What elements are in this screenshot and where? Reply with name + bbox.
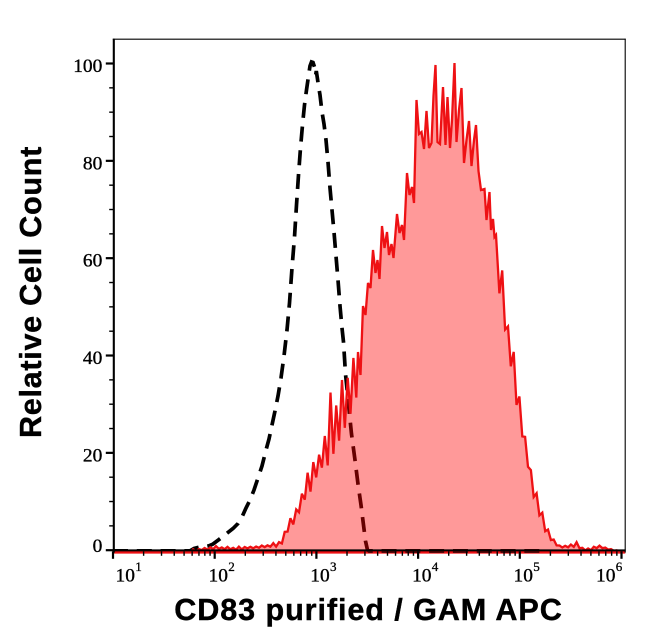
svg-text:5: 5	[533, 559, 540, 574]
svg-text:1: 1	[135, 559, 142, 574]
svg-text:10: 10	[412, 565, 431, 586]
svg-text:0: 0	[93, 536, 103, 557]
svg-text:20: 20	[83, 445, 102, 466]
svg-text:10: 10	[209, 565, 228, 586]
svg-text:2: 2	[228, 559, 235, 574]
svg-text:CD83 purified / GAM APC: CD83 purified / GAM APC	[174, 593, 562, 627]
svg-text:3: 3	[330, 559, 337, 574]
svg-text:40: 40	[83, 348, 102, 369]
svg-text:4: 4	[432, 559, 439, 574]
svg-text:60: 60	[83, 251, 102, 272]
svg-text:10: 10	[596, 565, 615, 586]
svg-text:10: 10	[514, 565, 533, 586]
svg-text:10: 10	[116, 565, 135, 586]
svg-text:6: 6	[616, 559, 623, 574]
svg-text:80: 80	[83, 153, 102, 174]
svg-text:100: 100	[73, 56, 102, 77]
svg-text:Relative Cell Count: Relative Cell Count	[14, 146, 48, 438]
svg-text:10: 10	[310, 565, 329, 586]
